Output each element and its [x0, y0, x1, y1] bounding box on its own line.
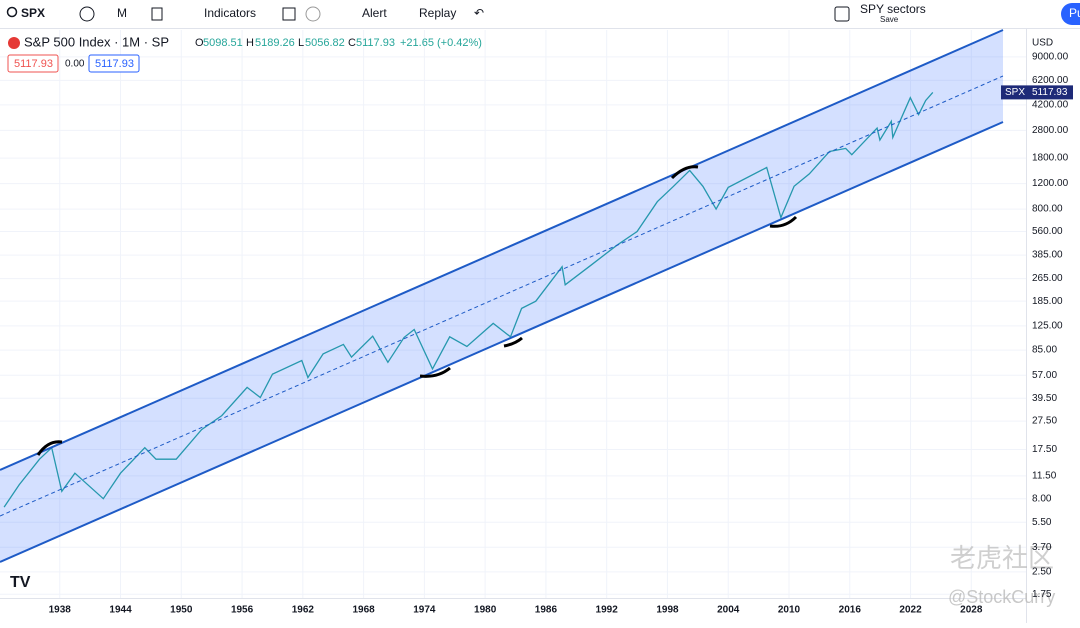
symbol[interactable]: SPX	[21, 6, 45, 20]
y-tick-label: 125.00	[1032, 320, 1063, 331]
y-tick-label: 85.00	[1032, 345, 1057, 356]
x-tick-label: 2010	[778, 605, 801, 616]
price-tag-symbol-box	[1001, 85, 1027, 100]
bid-box[interactable]	[7, 54, 59, 73]
undo[interactable]: ↶	[474, 6, 484, 20]
y-tick-label: 11.50	[1032, 471, 1057, 482]
x-tick-label: 1962	[292, 605, 315, 616]
price-tag-box	[1027, 85, 1073, 100]
price-tag-symbol: SPX	[1005, 87, 1025, 98]
symbol-logo	[8, 37, 20, 49]
x-tick-label: 1968	[352, 605, 375, 616]
channel-mid	[0, 75, 1004, 517]
interval[interactable]: M	[117, 6, 127, 20]
x-tick-label: 1950	[170, 605, 193, 616]
indicators[interactable]: Indicators	[204, 6, 256, 20]
y-tick-label: 27.50	[1032, 416, 1057, 427]
y-tick-label: 4200.00	[1032, 99, 1069, 110]
y-tick-label: 560.00	[1032, 226, 1063, 237]
x-tick-label: 2028	[960, 605, 983, 616]
search-icon[interactable]	[6, 6, 18, 18]
y-tick-label: 1800.00	[1032, 153, 1069, 164]
y-tick-label: 385.00	[1032, 250, 1063, 261]
annotations	[36, 165, 798, 456]
currency[interactable]: USD	[1032, 38, 1053, 49]
price-line	[3, 91, 934, 508]
y-tick-label: 39.50	[1032, 393, 1057, 404]
layout-name[interactable]: SPY sectors	[860, 2, 926, 16]
y-tick-label: 265.00	[1032, 273, 1063, 284]
alert[interactable]: Alert	[362, 6, 387, 20]
low: 5056.82	[305, 37, 345, 49]
toolbar	[0, 0, 1080, 28]
add-symbol[interactable]	[79, 6, 95, 22]
replay[interactable]: Replay	[419, 6, 456, 20]
open-label: O	[195, 37, 204, 49]
x-tick-label: 1974	[413, 605, 436, 616]
legend-title: S&P 500 Index · 1M · SP	[24, 34, 169, 49]
y-tick-label: 3.70	[1032, 542, 1052, 553]
watermark-brand: 老虎社区	[950, 543, 1054, 573]
y-tick-label: 1200.00	[1032, 178, 1069, 189]
x-tick-label: 1980	[474, 605, 497, 616]
y-tick-label: 1.75	[1032, 589, 1052, 600]
high-label: H	[246, 37, 254, 49]
close: 5117.93	[356, 37, 395, 49]
y-tick-label: 17.50	[1032, 444, 1057, 455]
x-tick-label: 2004	[717, 605, 740, 616]
ask-box[interactable]	[88, 54, 140, 73]
x-tick-label: 1938	[49, 605, 72, 616]
publish-btn[interactable]	[1061, 3, 1080, 25]
x-tick-label: 1998	[656, 605, 679, 616]
y-tick-label: 8.00	[1032, 493, 1052, 504]
bid[interactable]: 5117.93	[14, 58, 53, 70]
templates[interactable]	[282, 7, 296, 21]
change: +21.65 (+0.42%)	[400, 37, 482, 49]
low-label: L	[298, 37, 304, 49]
x-tick-label: 1986	[535, 605, 558, 616]
y-tick-label: 2.50	[1032, 567, 1052, 578]
y-tick-label: 800.00	[1032, 204, 1063, 215]
y-tick-label: 185.00	[1032, 296, 1063, 307]
save[interactable]: Save	[880, 15, 899, 24]
channel-upper	[0, 29, 1004, 471]
ask[interactable]: 5117.93	[95, 58, 134, 70]
open: 5098.51	[203, 37, 243, 49]
high: 5189.26	[255, 37, 295, 49]
y-tick-label: 57.00	[1032, 370, 1057, 381]
y-tick-label: 2800.00	[1032, 125, 1069, 136]
price-axis	[1027, 29, 1080, 623]
layout-checkbox[interactable]	[834, 6, 850, 22]
x-tick-label: 2016	[839, 605, 862, 616]
spread: 0.00	[65, 59, 85, 70]
chart-type[interactable]	[151, 7, 163, 21]
price-tag: 5117.93	[1032, 87, 1068, 98]
close-label: C	[348, 37, 356, 49]
y-tick-label: 5.50	[1032, 517, 1052, 528]
channel-lower	[0, 121, 1004, 563]
watermark-author: @StockCurry	[948, 587, 1055, 607]
publish[interactable]: Pu	[1069, 6, 1080, 20]
x-tick-label: 1944	[109, 605, 132, 616]
tv-logo: TV	[10, 574, 31, 591]
x-tick-label: 1956	[231, 605, 254, 616]
y-tick-label: 9000.00	[1032, 52, 1069, 63]
currency-btn[interactable]	[305, 6, 321, 22]
y-tick-label: 6200.00	[1032, 75, 1069, 86]
x-tick-label: 1992	[596, 605, 619, 616]
x-tick-label: 2022	[899, 605, 922, 616]
